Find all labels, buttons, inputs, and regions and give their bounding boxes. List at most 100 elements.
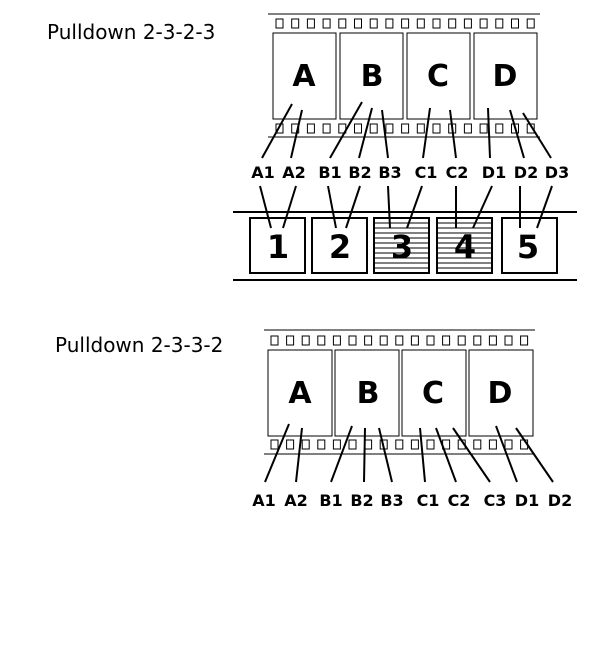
interlace-lines-frame-3: [375, 222, 428, 269]
sprocket-hole: [473, 335, 482, 346]
sprocket-hole: [332, 335, 341, 346]
sprocket-hole: [270, 439, 279, 450]
sprocket-hole: [385, 123, 394, 134]
sprocket-hole: [495, 123, 504, 134]
film-frame-a: [272, 32, 337, 120]
sprocket-hole: [291, 18, 300, 29]
field-label: C1: [415, 163, 438, 182]
field-label: C2: [446, 163, 469, 182]
field-to-video-lines-2323: [259, 185, 553, 229]
sprocket-hole: [364, 335, 373, 346]
sprocket-hole: [301, 439, 310, 450]
sprocket-hole: [332, 439, 341, 450]
sprocket-hole: [275, 18, 284, 29]
sprocket-hole: [286, 335, 295, 346]
sprocket-hole: [410, 439, 419, 450]
field-label: B3: [380, 491, 403, 510]
sprocket-hole: [354, 123, 362, 134]
video-frame-3: [373, 217, 430, 274]
field-label: B2: [350, 491, 373, 510]
sprocket-hole: [488, 439, 497, 450]
sprocket-hole: [457, 335, 466, 346]
sprocket-hole: [338, 18, 347, 29]
sprocket-hole: [520, 335, 529, 346]
sprocket-hole: [479, 18, 488, 29]
sprocket-hole: [354, 18, 362, 29]
field-label: D2: [514, 163, 538, 182]
video-frame-2: [311, 217, 368, 274]
sprocket-hole: [410, 335, 419, 346]
film-frame-b: [339, 32, 404, 120]
film-frame-b: [334, 349, 400, 437]
field-label: D2: [548, 491, 572, 510]
film-frame-d: [473, 32, 538, 120]
field-labels-2323: A1 A2 B1 B2 B3 C1 C2 D1 D2 D3: [251, 163, 569, 182]
sprocket-hole: [463, 18, 472, 29]
sprocket-hole: [306, 18, 315, 29]
field-label: D1: [515, 491, 539, 510]
film-frame-label-a: A: [288, 376, 312, 411]
sprocket-hole: [317, 335, 326, 346]
sprocket-hole: [526, 18, 535, 29]
field-label: B1: [319, 491, 342, 510]
sprocket-hole: [286, 439, 295, 450]
film-frame-label-c: C: [422, 376, 444, 411]
film-to-field-lines-2323: [261, 101, 552, 159]
sprocket-hole: [426, 439, 435, 450]
sprocket-hole: [416, 123, 425, 134]
film-strip-2323: A B C D: [268, 13, 540, 138]
sprocket-hole: [504, 439, 513, 450]
sprocket-hole: [385, 18, 394, 29]
sprocket-hole: [401, 123, 410, 134]
sprocket-hole: [473, 439, 482, 450]
film-frame-a: [267, 349, 333, 437]
sprocket-hole: [369, 123, 378, 134]
film-strip-2332: A B C D: [264, 329, 535, 455]
video-frame-number: 1: [267, 228, 289, 266]
sprocket-hole: [488, 335, 497, 346]
sprocket-holes-bottom: [275, 123, 535, 134]
film-to-field-lines-2332: [264, 423, 554, 483]
film-frame-label-b: B: [357, 376, 380, 411]
title-pulldown-2332: Pulldown 2-3-3-2: [55, 333, 223, 357]
field-label: B2: [348, 163, 371, 182]
sprocket-hole: [270, 335, 279, 346]
film-frame-label-c: C: [427, 59, 449, 94]
sprocket-hole: [479, 123, 488, 134]
sprocket-hole: [322, 18, 331, 29]
video-frame-number: 2: [329, 228, 351, 266]
sprocket-hole: [306, 123, 315, 134]
film-frame-label-b: B: [361, 59, 384, 94]
video-frame-number: 5: [517, 228, 539, 266]
video-frame-number: 4: [454, 228, 476, 266]
field-label: C1: [417, 491, 440, 510]
field-label: B3: [378, 163, 401, 182]
sprocket-hole: [426, 335, 435, 346]
video-frame-5: [501, 217, 558, 274]
sprocket-holes-bottom: [270, 439, 529, 450]
sprocket-hole: [348, 335, 357, 346]
sprocket-hole: [448, 18, 457, 29]
film-frame-c: [406, 32, 471, 120]
sprocket-hole: [322, 123, 331, 134]
field-label: A2: [282, 163, 306, 182]
field-label: B1: [318, 163, 341, 182]
video-frame-number: 3: [391, 228, 413, 266]
field-label: A1: [252, 491, 276, 510]
sprocket-hole: [432, 123, 441, 134]
video-frame-1: [249, 217, 306, 274]
field-label: D3: [545, 163, 569, 182]
sprocket-hole: [401, 18, 410, 29]
film-frame-label-d: D: [493, 59, 518, 94]
sprocket-hole: [495, 18, 504, 29]
sprocket-hole: [416, 18, 425, 29]
film-frame-d: [468, 349, 534, 437]
film-frame-label-d: D: [488, 376, 513, 411]
sprocket-hole: [317, 439, 326, 450]
video-frame-4: [436, 217, 493, 274]
sprocket-hole: [442, 335, 451, 346]
sprocket-holes-top: [270, 335, 529, 346]
sprocket-hole: [432, 18, 441, 29]
sprocket-hole: [395, 439, 404, 450]
